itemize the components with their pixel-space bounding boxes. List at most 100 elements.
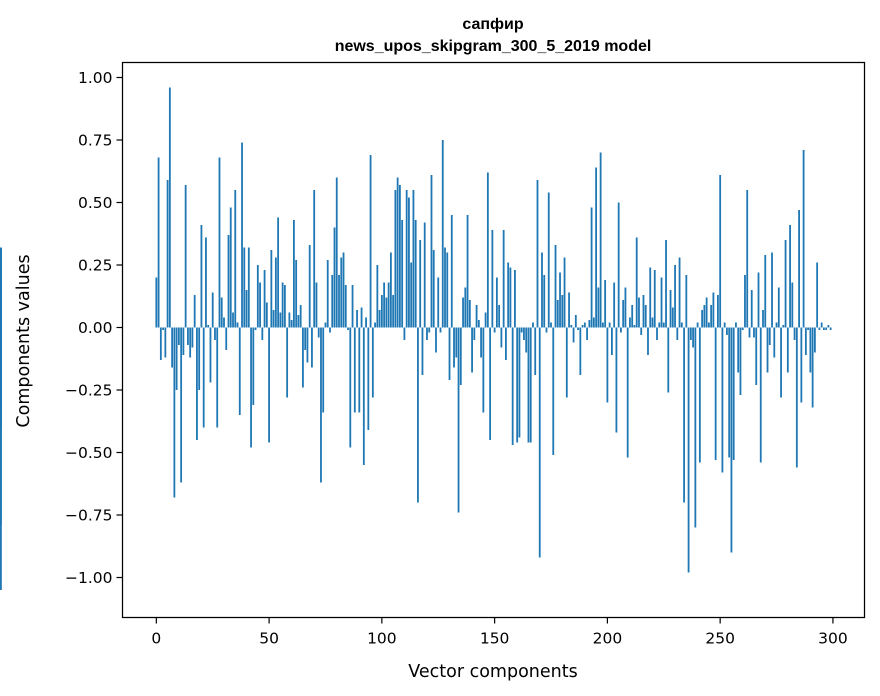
bar-110 bbox=[403, 327, 406, 340]
bar-184 bbox=[570, 325, 573, 328]
plot-frame bbox=[121, 61, 866, 619]
x-tick-label: 250 bbox=[705, 630, 735, 648]
bar-48 bbox=[263, 270, 266, 328]
bar-118 bbox=[421, 327, 424, 375]
bar-68 bbox=[308, 245, 311, 328]
bar-51 bbox=[270, 250, 273, 328]
bar-12 bbox=[182, 327, 185, 355]
bar-135 bbox=[459, 327, 462, 385]
bar-66 bbox=[304, 327, 307, 350]
bar-65 bbox=[302, 327, 304, 388]
x-tick-label: 0 bbox=[151, 630, 161, 648]
bar-200 bbox=[606, 327, 609, 403]
bar-221 bbox=[653, 270, 656, 328]
bar-49 bbox=[265, 302, 268, 328]
bar-131 bbox=[450, 215, 453, 328]
bar-129 bbox=[446, 252, 449, 328]
bar-112 bbox=[408, 197, 410, 328]
bar-11 bbox=[180, 327, 183, 483]
bar-14 bbox=[187, 327, 189, 345]
bar-275 bbox=[775, 322, 778, 328]
bar-73 bbox=[320, 327, 322, 483]
bar-142 bbox=[475, 305, 478, 328]
bar-199 bbox=[604, 280, 607, 328]
bar-251 bbox=[721, 327, 724, 473]
bar-102 bbox=[385, 297, 388, 328]
bar-4 bbox=[164, 327, 167, 358]
bar-207 bbox=[622, 300, 625, 328]
x-tick-label: 200 bbox=[593, 630, 623, 648]
bar-50 bbox=[268, 327, 270, 443]
bar-79 bbox=[333, 227, 336, 328]
bar-148 bbox=[489, 327, 492, 440]
bar-46 bbox=[259, 282, 261, 328]
bar-169 bbox=[536, 180, 539, 328]
bar-256 bbox=[732, 327, 735, 460]
bar-299 bbox=[829, 327, 832, 330]
bar-171 bbox=[541, 252, 543, 328]
y-tick-label: 0.00 bbox=[78, 319, 113, 337]
bar-255 bbox=[730, 327, 733, 553]
bar-54 bbox=[277, 217, 280, 328]
bar-83 bbox=[342, 252, 345, 328]
bar-106 bbox=[394, 190, 397, 328]
bar-147 bbox=[486, 172, 489, 328]
bar-182 bbox=[565, 327, 568, 398]
bar-210 bbox=[629, 317, 631, 328]
bar-2 bbox=[159, 327, 162, 360]
bar-86 bbox=[349, 327, 352, 448]
bar-234 bbox=[683, 327, 685, 503]
bar-152 bbox=[498, 305, 501, 328]
bar-159 bbox=[514, 270, 516, 328]
bar-100 bbox=[380, 295, 383, 328]
bar-223 bbox=[658, 322, 661, 328]
bar-296 bbox=[823, 327, 825, 330]
bar-155 bbox=[505, 327, 507, 360]
bar-141 bbox=[473, 327, 476, 340]
bar-80 bbox=[335, 177, 338, 328]
bar-240 bbox=[696, 322, 699, 328]
bar-175 bbox=[550, 322, 552, 328]
bar-16 bbox=[191, 327, 194, 348]
bar-164 bbox=[525, 327, 528, 353]
bar-297 bbox=[825, 327, 828, 330]
bar-87 bbox=[351, 285, 354, 328]
bar-254 bbox=[728, 327, 731, 458]
y-tick-label: 0.50 bbox=[78, 194, 113, 212]
bar-104 bbox=[389, 252, 392, 328]
bar-undefined bbox=[0, 247, 2, 328]
bar-1 bbox=[157, 157, 160, 328]
bar-137 bbox=[464, 287, 467, 328]
bar-249 bbox=[717, 295, 719, 328]
bar-278 bbox=[782, 325, 785, 328]
bar-261 bbox=[744, 275, 746, 328]
bar-293 bbox=[816, 262, 819, 328]
bar-123 bbox=[432, 250, 435, 328]
bar-85 bbox=[347, 327, 349, 330]
bar-151 bbox=[495, 277, 498, 328]
bar-59 bbox=[288, 312, 291, 328]
bar-268 bbox=[759, 327, 762, 463]
bar-166 bbox=[529, 327, 532, 443]
bar-276 bbox=[777, 287, 780, 328]
bar-58 bbox=[286, 327, 289, 398]
bar-18 bbox=[196, 327, 198, 440]
bar-295 bbox=[820, 322, 823, 328]
bar-25 bbox=[211, 292, 214, 328]
bar-8 bbox=[173, 327, 176, 498]
bar-41 bbox=[247, 247, 250, 328]
y-tick-label: −0.25 bbox=[65, 382, 113, 400]
bar-undefined bbox=[0, 327, 2, 525]
bar-179 bbox=[559, 272, 561, 328]
bar-193 bbox=[590, 207, 593, 328]
bar-260 bbox=[741, 327, 744, 330]
bar-185 bbox=[572, 327, 575, 343]
bar-122 bbox=[430, 175, 433, 328]
bar-29 bbox=[220, 297, 223, 328]
bar-273 bbox=[771, 252, 773, 328]
bar-89 bbox=[356, 310, 358, 328]
bar-69 bbox=[311, 327, 313, 368]
bar-55 bbox=[279, 312, 282, 328]
bar-192 bbox=[588, 320, 591, 328]
